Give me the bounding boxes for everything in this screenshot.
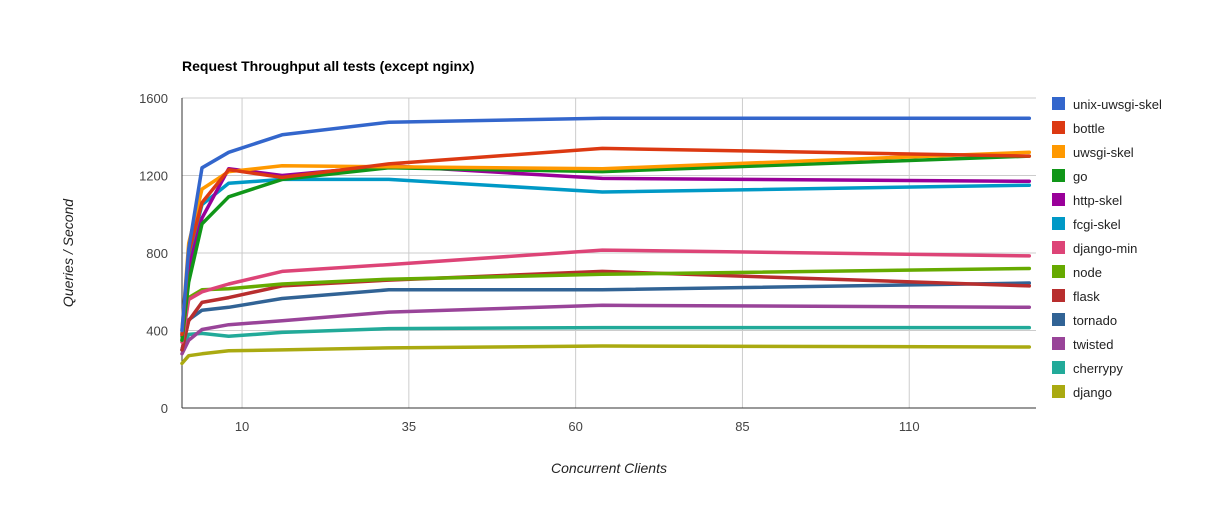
x-tick-label: 85 bbox=[735, 419, 749, 434]
y-axis-label: Queries / Second bbox=[60, 198, 76, 307]
series-layer bbox=[180, 116, 1032, 366]
legend-label: node bbox=[1073, 265, 1102, 280]
x-tick-label: 10 bbox=[235, 419, 249, 434]
y-tick-label: 800 bbox=[146, 246, 168, 261]
legend-swatch bbox=[1052, 97, 1065, 110]
legend-label: tornado bbox=[1073, 313, 1117, 328]
legend-swatch bbox=[1052, 385, 1065, 398]
legend-item-django: django bbox=[1052, 385, 1112, 400]
legend-item-tornado: tornado bbox=[1052, 313, 1117, 328]
series-line-fcgi-skel bbox=[180, 177, 1032, 337]
legend-swatch bbox=[1052, 361, 1065, 374]
legend-swatch bbox=[1052, 265, 1065, 278]
legend-label: flask bbox=[1073, 289, 1100, 304]
legend-item-fcgi-skel: fcgi-skel bbox=[1052, 217, 1121, 232]
x-tick-label: 60 bbox=[568, 419, 582, 434]
legend-item-node: node bbox=[1052, 265, 1102, 280]
legend-label: twisted bbox=[1073, 337, 1113, 352]
legend-swatch bbox=[1052, 145, 1065, 158]
legend-item-uwsgi-skel: uwsgi-skel bbox=[1052, 145, 1134, 160]
legend-label: django-min bbox=[1073, 241, 1137, 256]
y-tick-label: 1600 bbox=[139, 91, 168, 106]
series-line-django-min bbox=[180, 248, 1032, 344]
legend-label: cherrypy bbox=[1073, 361, 1123, 376]
legend-item-django-min: django-min bbox=[1052, 241, 1137, 256]
legend-swatch bbox=[1052, 337, 1065, 350]
legend: unix-uwsgi-skel bottle uwsgi-skel go http-sk… bbox=[1052, 97, 1162, 400]
series-line-twisted bbox=[180, 303, 1032, 356]
x-axis-label: Concurrent Clients bbox=[551, 460, 667, 476]
series-line-unix-uwsgi-skel bbox=[180, 116, 1032, 333]
tick-layer: 0 400 800 1200 1600 10 35 60 85 110 bbox=[139, 91, 920, 434]
legend-item-http-skel: http-skel bbox=[1052, 193, 1122, 208]
legend-item-flask: flask bbox=[1052, 289, 1100, 304]
legend-label: unix-uwsgi-skel bbox=[1073, 97, 1162, 112]
legend-label: go bbox=[1073, 169, 1087, 184]
x-tick-label: 110 bbox=[899, 419, 920, 434]
chart-title: Request Throughput all tests (except ngi… bbox=[182, 58, 474, 74]
legend-swatch bbox=[1052, 241, 1065, 254]
legend-item-twisted: twisted bbox=[1052, 337, 1113, 352]
legend-label: bottle bbox=[1073, 121, 1105, 136]
legend-label: fcgi-skel bbox=[1073, 217, 1121, 232]
legend-swatch bbox=[1052, 313, 1065, 326]
series-line-go bbox=[180, 154, 1032, 342]
y-tick-label: 0 bbox=[161, 401, 168, 416]
series-line-django bbox=[180, 344, 1032, 366]
legend-label: http-skel bbox=[1073, 193, 1122, 208]
legend-item-cherrypy: cherrypy bbox=[1052, 361, 1123, 376]
y-tick-label: 1200 bbox=[139, 169, 168, 184]
legend-label: django bbox=[1073, 385, 1112, 400]
y-tick-label: 400 bbox=[146, 324, 168, 339]
series-line-flask bbox=[180, 269, 1032, 352]
x-tick-label: 35 bbox=[402, 419, 416, 434]
legend-item-unix-uwsgi-skel: unix-uwsgi-skel bbox=[1052, 97, 1162, 112]
legend-swatch bbox=[1052, 193, 1065, 206]
legend-swatch bbox=[1052, 217, 1065, 230]
legend-swatch bbox=[1052, 169, 1065, 182]
series-line-cherrypy bbox=[180, 325, 1032, 352]
legend-swatch bbox=[1052, 289, 1065, 302]
legend-label: uwsgi-skel bbox=[1073, 145, 1134, 160]
legend-swatch bbox=[1052, 121, 1065, 134]
axis-layer bbox=[181, 98, 1036, 409]
series-line-tornado bbox=[180, 281, 1032, 352]
legend-item-go: go bbox=[1052, 169, 1087, 184]
legend-item-bottle: bottle bbox=[1052, 121, 1105, 136]
